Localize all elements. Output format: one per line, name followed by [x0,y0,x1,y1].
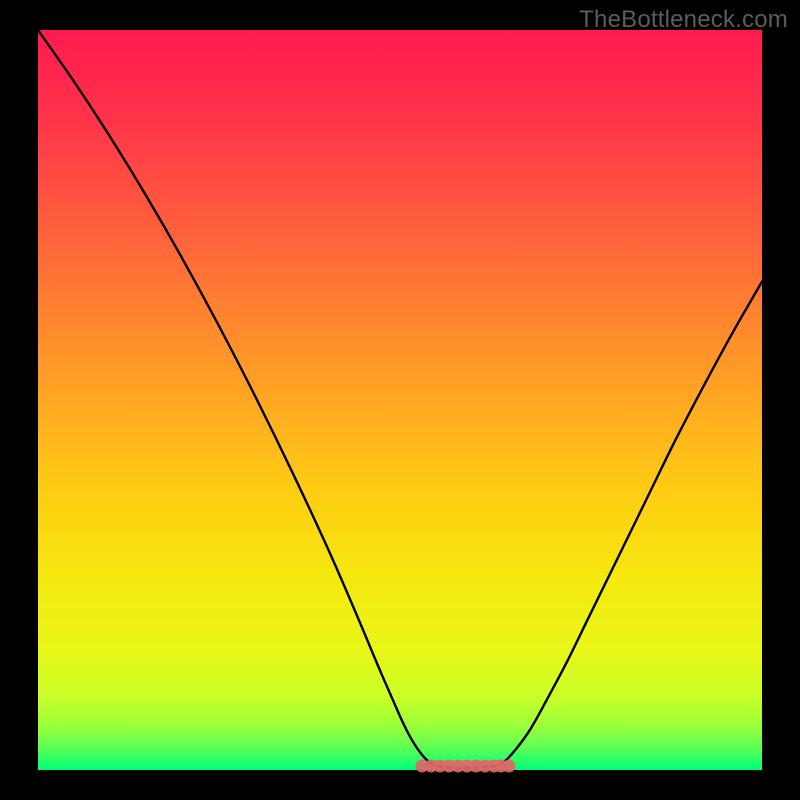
watermark-label: TheBottleneck.com [579,6,788,34]
curve-layer [38,30,762,770]
chart-root: TheBottleneck.com [0,0,800,800]
bottleneck-curve [38,30,762,768]
optimal-marker [502,759,515,772]
